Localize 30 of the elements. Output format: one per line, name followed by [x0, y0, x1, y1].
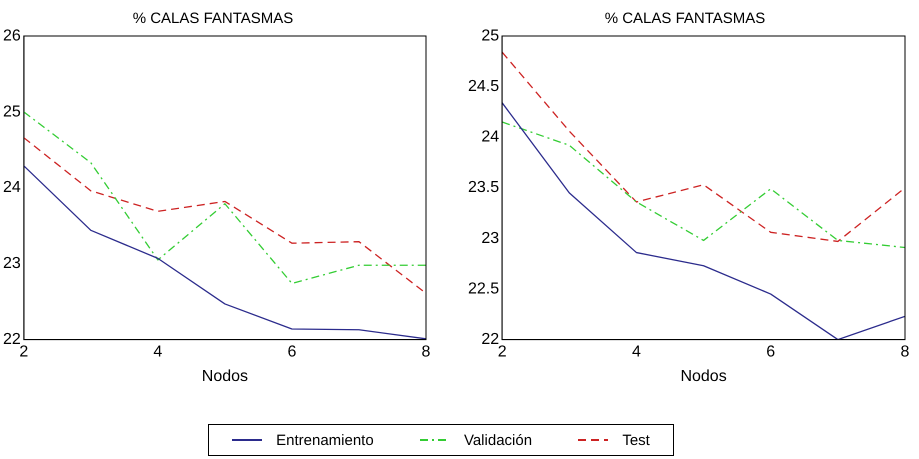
y-tick-label: 22.5	[468, 280, 500, 298]
x-tick-label: 4	[153, 344, 162, 361]
x-tick-label: 6	[766, 344, 776, 361]
x-tick-label: 8	[900, 344, 910, 361]
line-series	[502, 121, 905, 248]
legend-label: Entrenamiento	[276, 432, 374, 448]
line-series	[24, 137, 426, 294]
y-tick-label: 24	[3, 179, 21, 196]
y-tick-label: 25	[3, 103, 21, 120]
x-axis-title: Nodos	[202, 368, 248, 385]
chart-title: % CALAS FANTASMAS	[132, 10, 294, 28]
y-tick-label: 22	[3, 331, 21, 348]
x-tick-label: 6	[287, 344, 296, 361]
line-series	[24, 111, 426, 284]
x-tick-label: 2	[498, 344, 507, 361]
x-tick-label: 2	[19, 344, 28, 361]
chart-title: % CALAS FANTASMAS	[604, 10, 766, 28]
y-tick-label: 23	[481, 230, 500, 247]
y-tick-label: 23	[3, 255, 21, 272]
x-tick-label: 4	[632, 344, 641, 361]
y-tick-label: 22	[481, 331, 500, 348]
x-axis-title: Nodos	[680, 368, 727, 385]
legend-label: Test	[622, 432, 650, 448]
y-tick-label: 26	[3, 27, 21, 44]
x-tick-label: 8	[422, 344, 431, 361]
y-tick-label: 24	[481, 128, 500, 146]
legend-label: Validación	[464, 432, 532, 448]
y-tick-label: 25	[481, 27, 500, 44]
y-tick-label: 24.5	[468, 78, 500, 96]
y-tick-label: 23.5	[468, 179, 500, 196]
